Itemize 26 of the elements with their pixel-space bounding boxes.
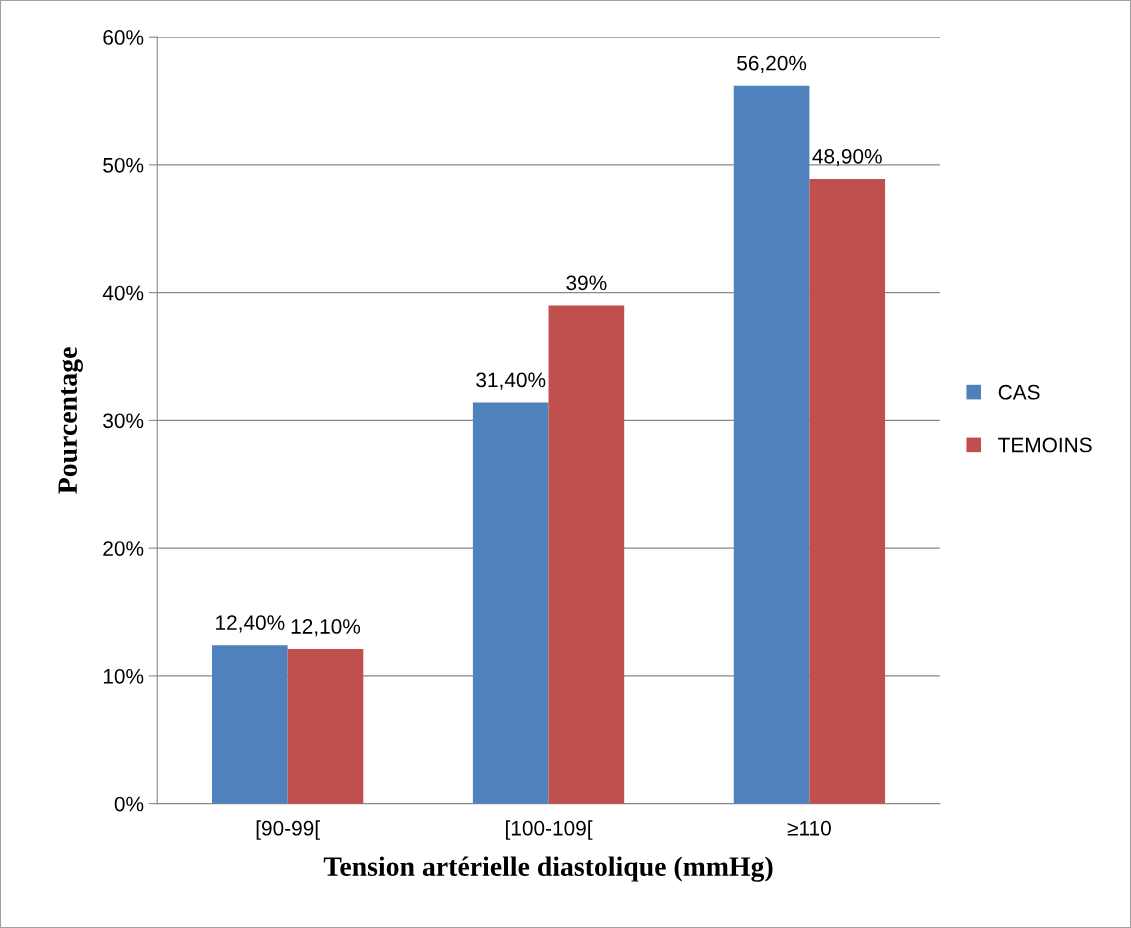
- x-tick-label: [90-99[: [256, 820, 320, 840]
- x-axis-title: Tension artérielle diastolique (mmHg): [323, 856, 773, 882]
- bar: [733, 85, 810, 804]
- data-label: 12,40%: [216, 615, 285, 633]
- y-tick-label: 40%: [102, 285, 144, 301]
- x-tick-label: [100-109[: [506, 820, 593, 840]
- data-label: 12,10%: [291, 619, 361, 637]
- y-axis-title: Pourcentage: [58, 347, 83, 494]
- x-tick-label: ≥110: [787, 820, 831, 836]
- legend-label: CAS: [998, 384, 1040, 400]
- bar: [548, 305, 625, 804]
- bar: [211, 645, 288, 804]
- data-label: 48,90%: [812, 148, 882, 167]
- data-label: 56,20%: [737, 55, 807, 73]
- bar: [809, 178, 886, 804]
- y-tick-label: 20%: [103, 541, 144, 556]
- y-tick-label: 50%: [103, 157, 144, 173]
- y-tick-label: 30%: [103, 413, 144, 429]
- y-tick-label: 60%: [103, 30, 144, 45]
- y-tick-label: 10%: [103, 668, 144, 684]
- y-tick-label: 0%: [114, 796, 144, 812]
- legend-label: TEMOINS: [998, 437, 1092, 453]
- data-label: 39%: [566, 275, 607, 291]
- bar: [472, 402, 549, 804]
- bar: [287, 649, 364, 804]
- data-label: 31,40%: [476, 372, 546, 390]
